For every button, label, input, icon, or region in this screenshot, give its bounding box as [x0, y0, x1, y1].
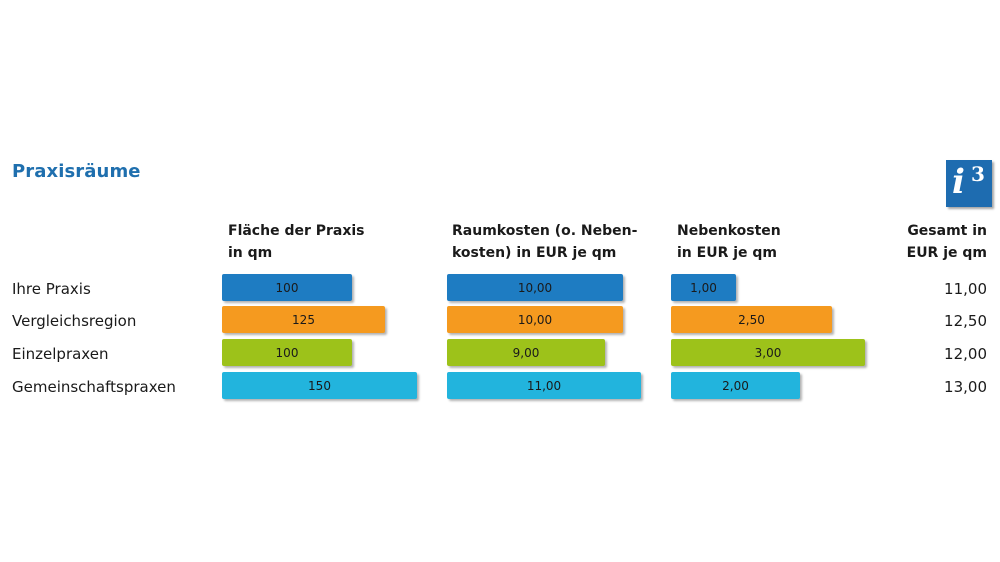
bar-einzelpraxen-col1: 100 — [222, 339, 352, 366]
bar-einzelpraxen-col2: 9,00 — [447, 339, 605, 366]
bar-ihre-praxis-col1: 100 — [222, 274, 352, 301]
bar-gemeinschaftspraxen-col1: 150 — [222, 372, 417, 399]
bar-vergleichsregion-col1: 125 — [222, 306, 385, 333]
bar-ihre-praxis-col2: 10,00 — [447, 274, 623, 301]
column-header-room-costs: Raumkosten (o. Neben- kosten) in EUR je … — [452, 223, 638, 261]
bar-vergleichsregion-col2: 10,00 — [447, 306, 623, 333]
total-vergleichsregion: 12,50 — [944, 312, 987, 330]
row-label-einzelpraxen: Einzelpraxen — [12, 345, 109, 363]
column-header-total: Gesamt in EUR je qm — [906, 223, 987, 261]
page-title: Praxisräume — [12, 161, 141, 182]
column-header-additional-costs: Nebenkosten in EUR je qm — [677, 223, 781, 261]
bar-vergleichsregion-col3: 2,50 — [671, 306, 832, 333]
row-label-ihre-praxis: Ihre Praxis — [12, 280, 91, 298]
row-label-vergleichsregion: Vergleichsregion — [12, 312, 137, 330]
bar-gemeinschaftspraxen-col2: 11,00 — [447, 372, 641, 399]
logo-superscript: 3 — [971, 162, 985, 186]
row-label-gemeinschaftspraxen: Gemeinschaftspraxen — [12, 378, 176, 396]
bar-einzelpraxen-col3: 3,00 — [671, 339, 865, 366]
total-einzelpraxen: 12,00 — [944, 345, 987, 363]
bar-ihre-praxis-col3: 1,00 — [671, 274, 736, 301]
bar-gemeinschaftspraxen-col3: 2,00 — [671, 372, 800, 399]
logo-letter: i — [952, 162, 965, 202]
total-ihre-praxis: 11,00 — [944, 280, 987, 298]
column-header-area: Fläche der Praxis in qm — [228, 223, 365, 261]
total-gemeinschaftspraxen: 13,00 — [944, 378, 987, 396]
info-i3-icon: i 3 — [946, 160, 992, 207]
